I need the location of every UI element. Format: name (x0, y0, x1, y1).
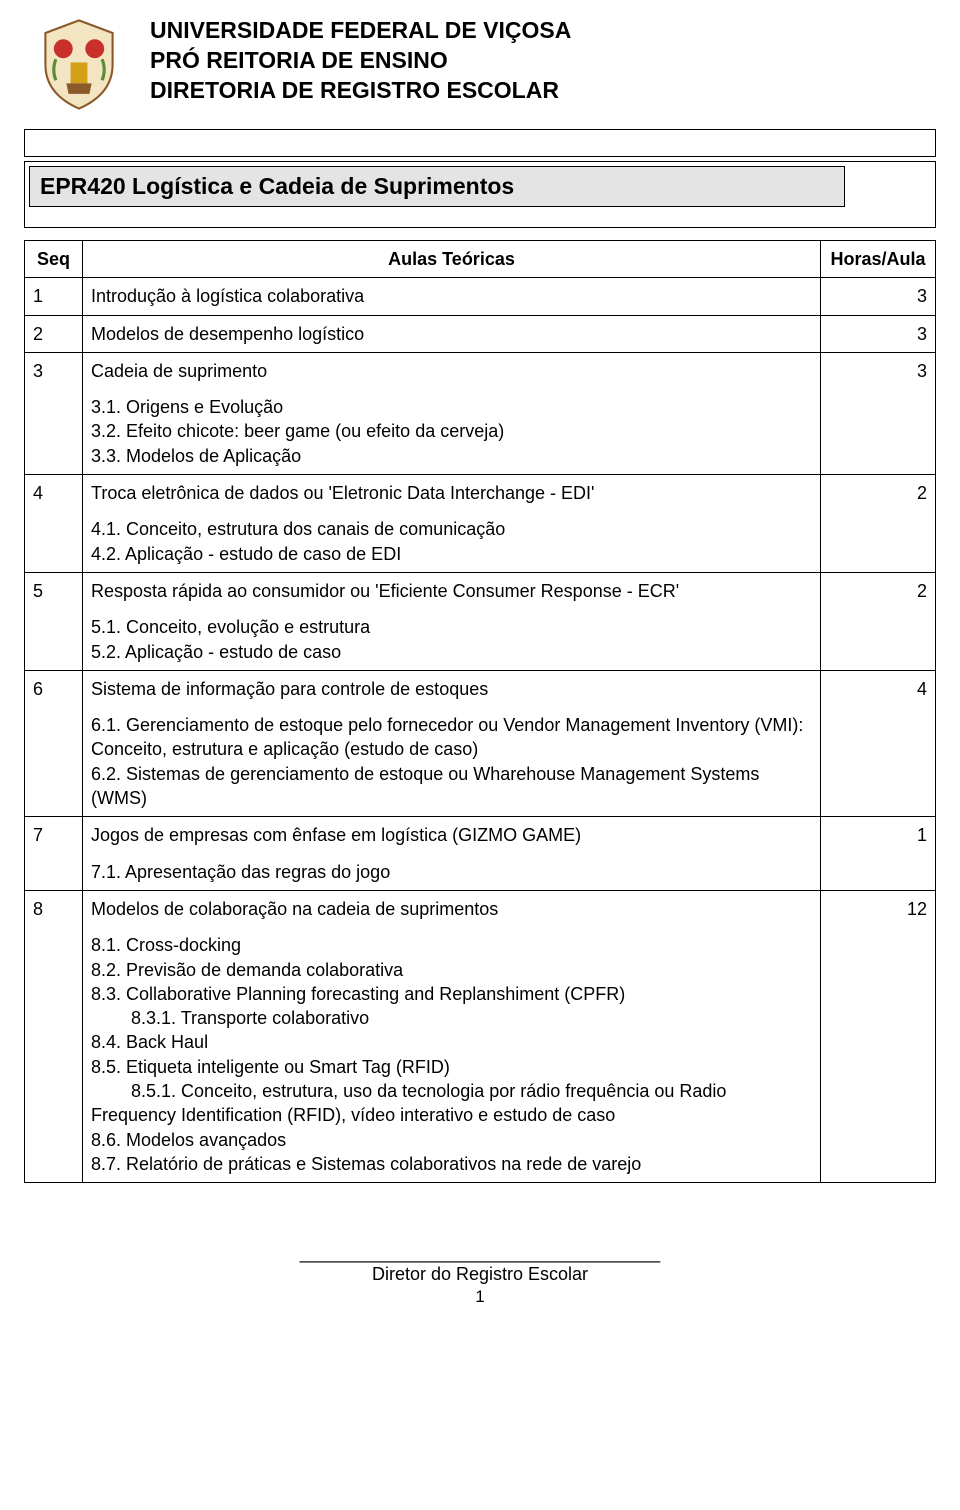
page-number: 1 (24, 1287, 936, 1307)
cell-seq: 7 (25, 817, 83, 891)
topic-sub: 8.5.1. Conceito, estrutura, uso da tecno… (91, 1079, 812, 1128)
cell-topic: Resposta rápida ao consumidor ou 'Eficie… (83, 572, 821, 670)
topic-sub: 5.1. Conceito, evolução e estrutura (91, 615, 812, 639)
cell-seq: 8 (25, 890, 83, 1182)
table-row: 6 Sistema de informação para controle de … (25, 670, 936, 816)
cell-seq: 2 (25, 315, 83, 352)
course-title: EPR420 Logística e Cadeia de Suprimentos (29, 166, 845, 207)
col-seq: Seq (25, 241, 83, 278)
topic-sub: 7.1. Apresentação das regras do jogo (91, 860, 812, 884)
header-line-1: UNIVERSIDADE FEDERAL DE VIÇOSA (150, 16, 571, 46)
table-row: 5 Resposta rápida ao consumidor ou 'Efici… (25, 572, 936, 670)
topic-main: Sistema de informação para controle de e… (91, 677, 812, 701)
cell-topic: Troca eletrônica de dados ou 'Eletronic … (83, 475, 821, 573)
topic-main: Modelos de desempenho logístico (91, 322, 812, 346)
cell-seq: 6 (25, 670, 83, 816)
cell-seq: 3 (25, 352, 83, 474)
cell-seq: 5 (25, 572, 83, 670)
topic-sub: 8.7. Relatório de práticas e Sistemas co… (91, 1152, 812, 1176)
topic-sub: 8.5. Etiqueta inteligente ou Smart Tag (… (91, 1055, 812, 1079)
signature-label: Diretor do Registro Escolar (24, 1264, 936, 1285)
cell-hours: 3 (821, 352, 936, 474)
topic-main: Introdução à logística colaborativa (91, 284, 812, 308)
header-titles: UNIVERSIDADE FEDERAL DE VIÇOSA PRÓ REITO… (150, 12, 571, 106)
topic-main: Cadeia de suprimento (91, 359, 812, 383)
topic-sub: 3.2. Efeito chicote: beer game (ou efeit… (91, 419, 812, 443)
institution-logo (24, 12, 134, 117)
topic-sub: 3.3. Modelos de Aplicação (91, 444, 812, 468)
topic-sub: 6.1. Gerenciamento de estoque pelo forne… (91, 713, 812, 762)
cell-topic: Sistema de informação para controle de e… (83, 670, 821, 816)
topic-sub: 8.2. Previsão de demanda colaborativa (91, 958, 812, 982)
cell-hours: 4 (821, 670, 936, 816)
topic-sub: 6.2. Sistemas de gerenciamento de estoqu… (91, 762, 812, 811)
table-row: 2 Modelos de desempenho logístico 3 (25, 315, 936, 352)
topic-main: Resposta rápida ao consumidor ou 'Eficie… (91, 579, 812, 603)
topic-main: Troca eletrônica de dados ou 'Eletronic … (91, 481, 812, 505)
col-topic: Aulas Teóricas (83, 241, 821, 278)
document-header: UNIVERSIDADE FEDERAL DE VIÇOSA PRÓ REITO… (24, 12, 936, 117)
topic-main: Jogos de empresas com ênfase em logístic… (91, 823, 812, 847)
topic-sub: 8.3. Collaborative Planning forecasting … (91, 982, 812, 1006)
topic-sub: 4.1. Conceito, estrutura dos canais de c… (91, 517, 812, 541)
cell-hours: 1 (821, 817, 936, 891)
col-hours: Horas/Aula (821, 241, 936, 278)
document-footer: ____________________________________ Dir… (24, 1243, 936, 1307)
topic-sub: 4.2. Aplicação - estudo de caso de EDI (91, 542, 812, 566)
table-row: 1 Introdução à logística colaborativa 3 (25, 278, 936, 315)
cell-hours: 2 (821, 572, 936, 670)
cell-topic: Modelos de colaboração na cadeia de supr… (83, 890, 821, 1182)
cell-topic: Modelos de desempenho logístico (83, 315, 821, 352)
table-row: 8 Modelos de colaboração na cadeia de sup… (25, 890, 936, 1182)
cell-hours: 12 (821, 890, 936, 1182)
cell-topic: Introdução à logística colaborativa (83, 278, 821, 315)
cell-hours: 3 (821, 315, 936, 352)
cell-topic: Jogos de empresas com ênfase em logístic… (83, 817, 821, 891)
table-header-row: Seq Aulas Teóricas Horas/Aula (25, 241, 936, 278)
topic-sub: 3.1. Origens e Evolução (91, 395, 812, 419)
table-row: 4 Troca eletrônica de dados ou 'Eletronic… (25, 475, 936, 573)
topic-sub: 8.6. Modelos avançados (91, 1128, 812, 1152)
cell-seq: 1 (25, 278, 83, 315)
cell-seq: 4 (25, 475, 83, 573)
topic-sub: 8.1. Cross-docking (91, 933, 812, 957)
header-line-2: PRÓ REITORIA DE ENSINO (150, 46, 571, 76)
topic-sub: 8.3.1. Transporte colaborativo (91, 1006, 812, 1030)
cell-hours: 3 (821, 278, 936, 315)
table-row: 3 Cadeia de suprimento 3.1. Origens e Evol… (25, 352, 936, 474)
syllabus-table: Seq Aulas Teóricas Horas/Aula 1 Introduçã… (24, 240, 936, 1183)
title-box-wrap: EPR420 Logística e Cadeia de Suprimentos (24, 161, 936, 228)
signature-line: ____________________________________ (24, 1243, 936, 1264)
header-line-3: DIRETORIA DE REGISTRO ESCOLAR (150, 76, 571, 106)
topic-main: Modelos de colaboração na cadeia de supr… (91, 897, 812, 921)
topic-sub: 5.2. Aplicação - estudo de caso (91, 640, 812, 664)
empty-box-top (24, 129, 936, 157)
cell-topic: Cadeia de suprimento 3.1. Origens e Evolu… (83, 352, 821, 474)
table-row: 7 Jogos de empresas com ênfase em logísti… (25, 817, 936, 891)
cell-hours: 2 (821, 475, 936, 573)
topic-sub: 8.4. Back Haul (91, 1030, 812, 1054)
